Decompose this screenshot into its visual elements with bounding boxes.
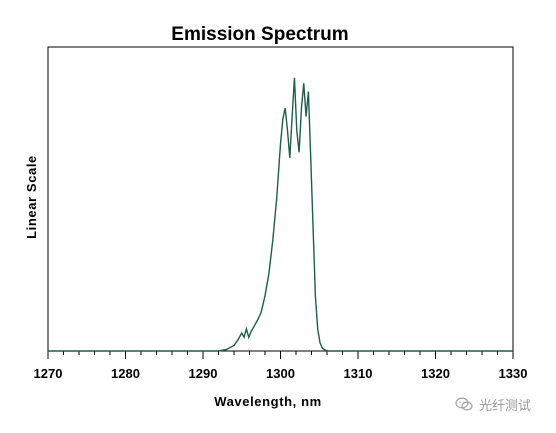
x-axis-tick-labels: 1270 1280 1290 1300 1310 1320 1330 xyxy=(34,366,528,381)
watermark: 光纤测试 xyxy=(455,394,531,414)
wechat-icon xyxy=(455,397,473,411)
spectrum-series-line xyxy=(48,77,513,352)
plot-border xyxy=(47,46,514,352)
x-tick-label: 1270 xyxy=(34,366,63,381)
x-axis-label: Wavelength, nm xyxy=(214,394,322,409)
watermark-text: 光纤测试 xyxy=(479,398,532,414)
y-axis-label: Linear Scale xyxy=(24,155,39,239)
x-tick-label: 1330 xyxy=(499,366,528,381)
x-tick-label: 1280 xyxy=(111,366,140,381)
x-axis-ticks xyxy=(47,351,514,359)
x-tick-label: 1300 xyxy=(266,366,295,381)
chart-title: Emission Spectrum xyxy=(171,24,348,45)
plot-frame xyxy=(47,46,514,352)
x-tick-label: 1310 xyxy=(344,366,373,381)
x-tick-label: 1290 xyxy=(189,366,218,381)
x-tick-label: 1320 xyxy=(421,366,450,381)
